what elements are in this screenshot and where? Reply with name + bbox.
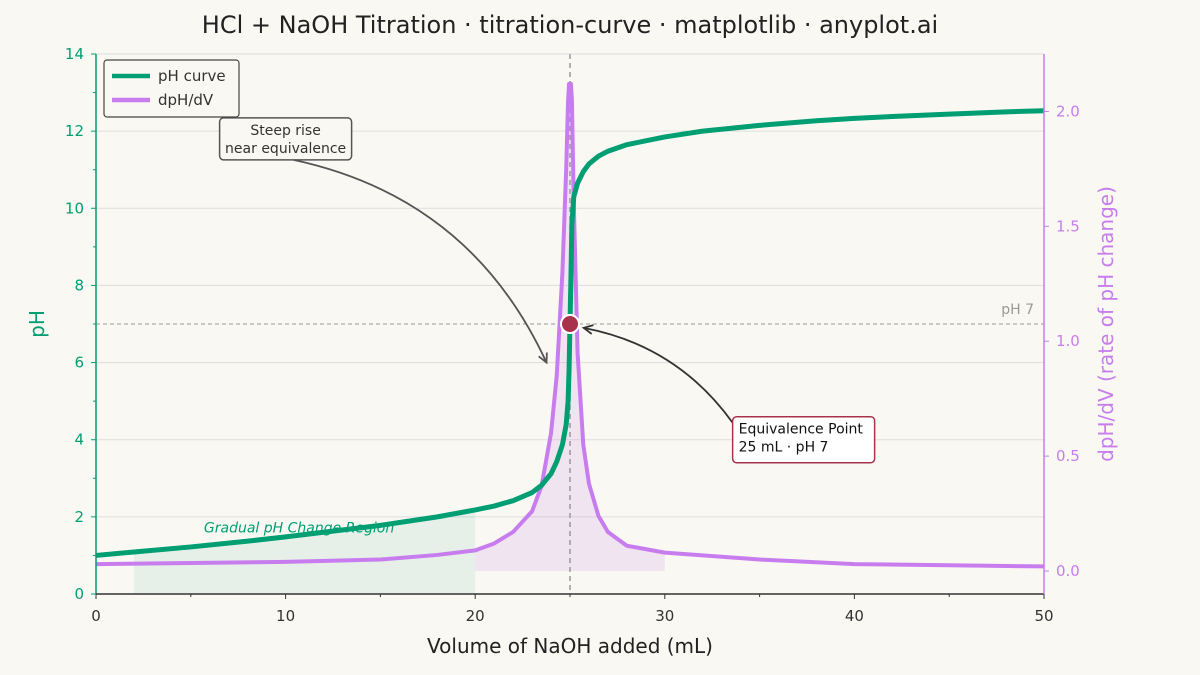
series-lines [95,81,1045,569]
y2-axis-title: dpH/dV (rate of pH change) [1094,186,1118,462]
y2-tick-label: 2.0 [1056,102,1080,120]
x-axis-title: Volume of NaOH added (mL) [427,634,713,658]
legend: pH curve dpH/dV [103,59,240,118]
x-tick-label: 10 [276,607,295,625]
y2-tick-label: 1.0 [1056,332,1080,350]
y-tick-label: 14 [65,45,84,63]
y2-tick-label: 0.0 [1056,562,1080,580]
annotation-box [731,415,876,464]
annotations: Steep rise near equivalence Equivalence Po… [218,117,876,464]
x-tick-label: 40 [845,607,864,625]
annotation-text: 25 mL · pH 7 [739,440,829,456]
x-tick-label: 20 [466,607,485,625]
legend-label: pH curve [158,67,226,85]
y-tick-label: 6 [74,354,84,372]
chart-title: HCl + NaOH Titration · titration-curve ·… [202,11,938,39]
x-tick-label: 30 [655,607,674,625]
y2-tick-label: 1.5 [1056,217,1080,235]
x-tick-label: 50 [1034,607,1053,625]
y-tick-label: 2 [74,508,84,526]
shaded-region-label: Gradual pH Change Region [204,520,394,536]
annotation-text: near equivalence [225,141,346,157]
y-tick-label: 0 [74,585,84,603]
legend-label: dpH/dV [158,91,214,109]
annotation-arrowhead [538,352,548,365]
axes: 0 10 20 30 40 50 0 2 4 6 8 10 12 14 0.0 0.5 1.0 1.5 2.0 [65,45,1080,625]
y2-tick-label: 0.5 [1056,447,1080,465]
annotation-text: Equivalence Point [739,422,864,438]
dpdv-line [95,81,1045,569]
y-tick-label: 12 [65,122,84,140]
y-tick-label: 8 [74,276,84,294]
reference-line-label: pH 7 [1001,302,1034,318]
y-tick-label: 10 [65,199,84,217]
x-tick-label: 0 [91,607,101,625]
annotation-box [218,117,353,161]
annotation-arrow [583,326,734,424]
ph-curve-line [95,108,1045,558]
annotation-arrow [293,158,548,363]
y-axis-title: pH [25,310,49,338]
equivalence-point-marker [560,314,580,334]
y-tick-label: 4 [74,431,84,449]
annotation-text: Steep rise [250,123,321,139]
annotation-arrowhead [581,324,594,335]
shaded-region [133,509,476,594]
